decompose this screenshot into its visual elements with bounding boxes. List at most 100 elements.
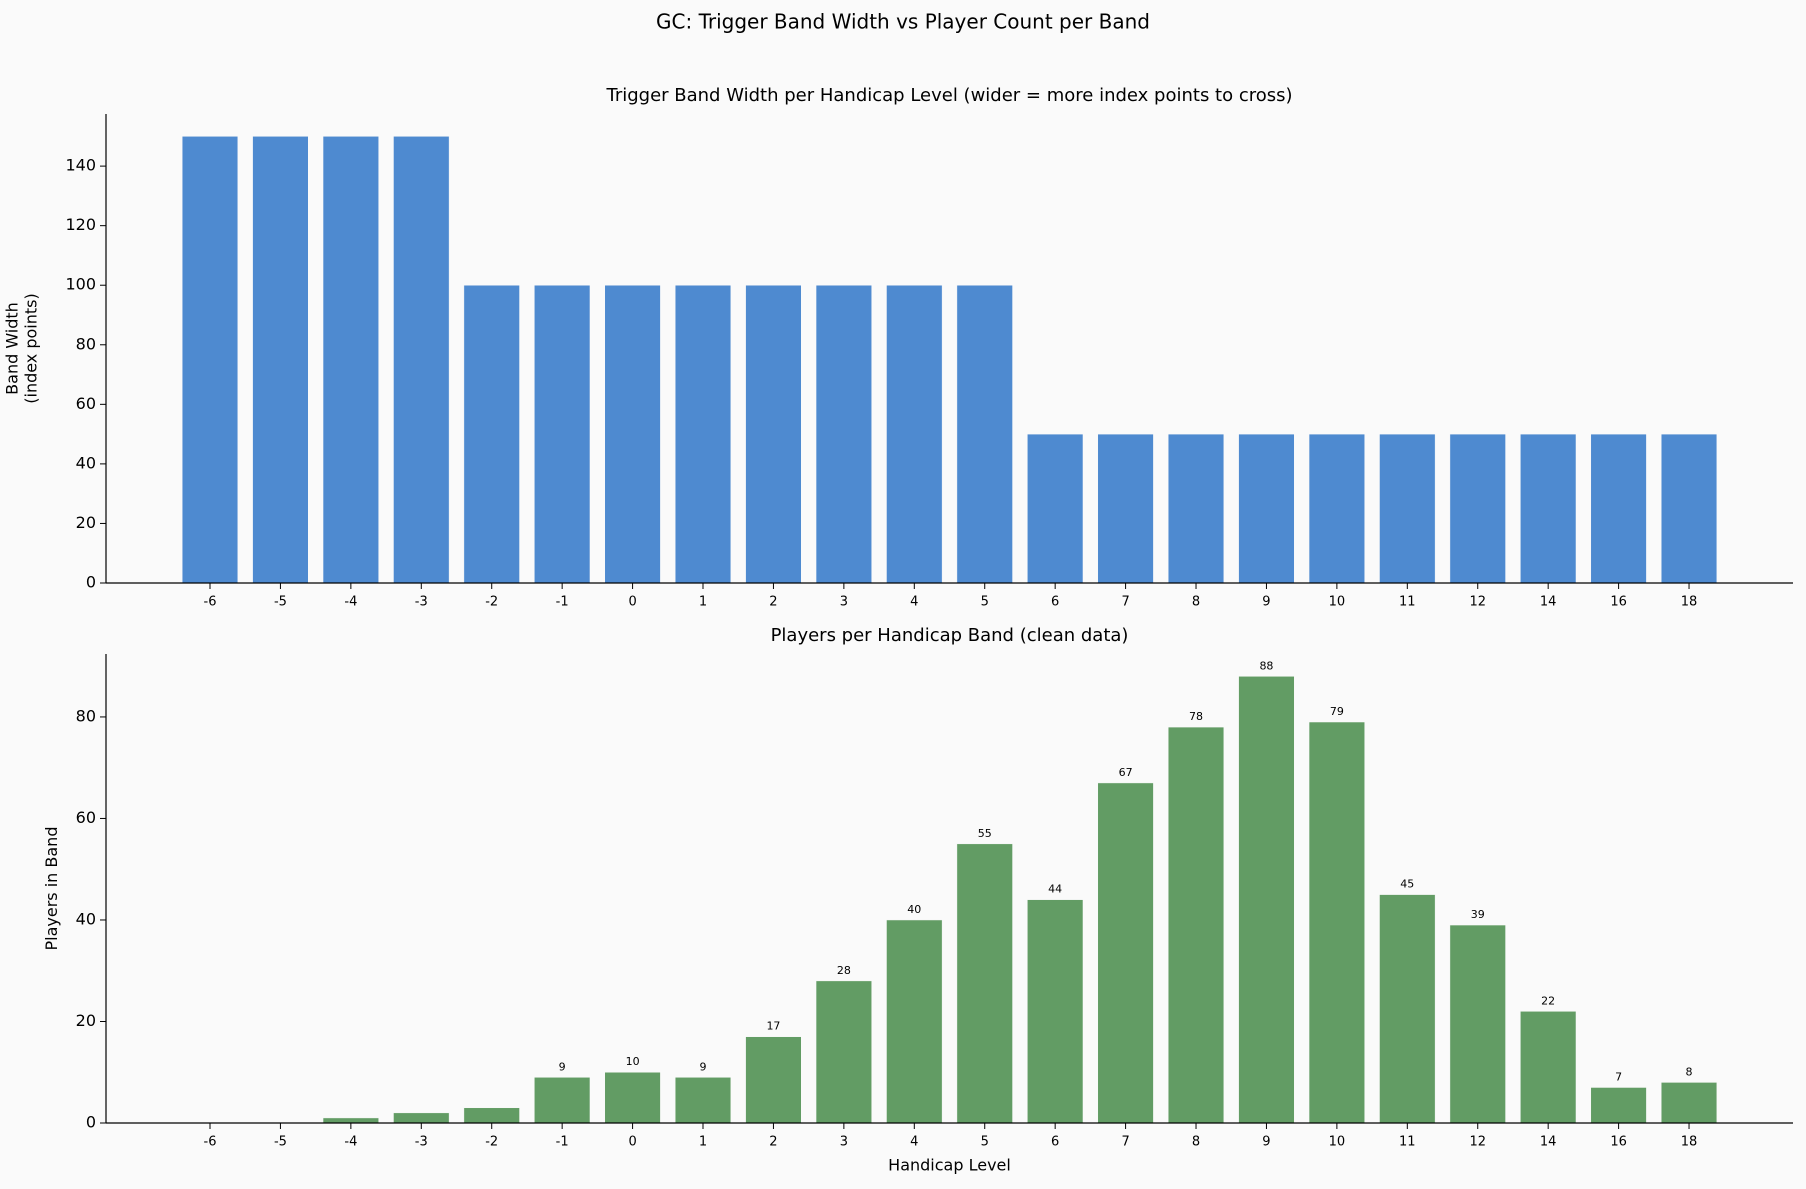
data-label: 17 bbox=[766, 1020, 780, 1033]
y-tick-label: 80 bbox=[76, 334, 96, 353]
bar bbox=[604, 284, 661, 584]
bar bbox=[1520, 1011, 1577, 1124]
x-tick-label: -1 bbox=[556, 1135, 569, 1150]
x-tick-label: 3 bbox=[840, 1135, 848, 1150]
bar bbox=[1379, 894, 1436, 1124]
x-tick-label: 4 bbox=[910, 1135, 918, 1150]
x-tick-label: 14 bbox=[1540, 595, 1557, 610]
x-tick-label: -3 bbox=[415, 595, 428, 610]
x-tick-label: 1 bbox=[699, 1135, 707, 1150]
x-tick-label: -4 bbox=[344, 1135, 357, 1150]
data-label: 39 bbox=[1471, 908, 1485, 921]
bar bbox=[1590, 433, 1647, 584]
x-tick-label: 5 bbox=[981, 1135, 989, 1150]
y-tick-label: 80 bbox=[76, 706, 96, 725]
x-tick-label: 10 bbox=[1329, 1135, 1346, 1150]
x-tick-label: 7 bbox=[1121, 1135, 1129, 1150]
figure-title: GC: Trigger Band Width vs Player Count p… bbox=[656, 10, 1150, 34]
data-label: 22 bbox=[1541, 994, 1555, 1007]
bar bbox=[1167, 433, 1225, 584]
x-tick-label: 8 bbox=[1192, 595, 1200, 610]
y-tick-label: 40 bbox=[76, 453, 96, 472]
bar bbox=[463, 284, 520, 584]
data-label: 44 bbox=[1048, 883, 1062, 896]
x-axis-label: Handicap Level bbox=[888, 1156, 1011, 1175]
bar bbox=[252, 136, 309, 584]
bar bbox=[1590, 1087, 1647, 1124]
x-tick-label: 4 bbox=[910, 595, 918, 610]
y-axis-label-line: Band Width bbox=[2, 302, 21, 395]
x-tick-label: 2 bbox=[769, 1135, 777, 1150]
y-tick-label: 120 bbox=[65, 215, 96, 234]
x-tick-label: 10 bbox=[1329, 595, 1346, 610]
bar bbox=[393, 136, 450, 584]
bar bbox=[1449, 433, 1506, 584]
x-tick-label: 2 bbox=[769, 595, 777, 610]
bar bbox=[1027, 433, 1084, 584]
bar bbox=[1449, 924, 1506, 1124]
bar bbox=[1167, 726, 1225, 1124]
bar bbox=[956, 843, 1013, 1124]
x-tick-label: 18 bbox=[1681, 1135, 1698, 1150]
bar bbox=[745, 1036, 802, 1124]
bar bbox=[1238, 433, 1295, 584]
bar bbox=[674, 284, 732, 584]
x-tick-label: -5 bbox=[274, 595, 287, 610]
x-tick-label: 1 bbox=[699, 595, 707, 610]
x-tick-label: -6 bbox=[204, 595, 217, 610]
data-label: 9 bbox=[700, 1060, 707, 1073]
x-tick-label: 12 bbox=[1469, 1135, 1486, 1150]
bar bbox=[1379, 433, 1436, 584]
bar bbox=[534, 1077, 591, 1124]
y-tick-label: 40 bbox=[76, 909, 96, 928]
bar bbox=[1097, 782, 1154, 1124]
y-tick-label: 100 bbox=[65, 275, 96, 294]
x-tick-label: 8 bbox=[1192, 1135, 1200, 1150]
y-axis-label-line: Players in Band bbox=[42, 827, 61, 951]
bar bbox=[181, 136, 239, 584]
x-tick-label: -4 bbox=[344, 595, 357, 610]
x-tick-label: 11 bbox=[1399, 595, 1416, 610]
y-tick-label: 20 bbox=[76, 513, 96, 532]
data-label: 10 bbox=[626, 1055, 640, 1068]
bar bbox=[463, 1107, 520, 1124]
bar bbox=[534, 284, 591, 584]
bar bbox=[1308, 721, 1365, 1124]
y-tick-label: 0 bbox=[86, 573, 96, 592]
data-label: 78 bbox=[1189, 710, 1203, 723]
y-tick-label: 140 bbox=[65, 156, 96, 175]
x-tick-label: 3 bbox=[840, 595, 848, 610]
data-label: 7 bbox=[1615, 1070, 1622, 1083]
x-tick-label: -5 bbox=[274, 1135, 287, 1150]
x-tick-label: 14 bbox=[1540, 1135, 1557, 1150]
data-label: 28 bbox=[837, 964, 851, 977]
y-axis-label-line: (index points) bbox=[21, 293, 40, 403]
chart-title: Trigger Band Width per Handicap Level (w… bbox=[605, 85, 1292, 106]
x-tick-label: 11 bbox=[1399, 1135, 1416, 1150]
x-tick-label: -2 bbox=[485, 595, 498, 610]
bar bbox=[886, 284, 943, 584]
data-label: 55 bbox=[978, 827, 992, 840]
x-tick-label: 0 bbox=[628, 1135, 636, 1150]
bar bbox=[604, 1071, 661, 1124]
data-label: 40 bbox=[907, 903, 921, 916]
bar bbox=[393, 1112, 450, 1124]
bar bbox=[815, 284, 872, 584]
y-tick-label: 60 bbox=[76, 808, 96, 827]
bar bbox=[322, 136, 379, 584]
x-tick-label: -1 bbox=[556, 595, 569, 610]
bar bbox=[1027, 899, 1084, 1124]
x-tick-label: 12 bbox=[1469, 595, 1486, 610]
x-tick-label: 9 bbox=[1262, 1135, 1270, 1150]
data-label: 8 bbox=[1686, 1065, 1693, 1078]
y-axis-label: Band Width(index points) bbox=[2, 293, 40, 403]
bar bbox=[815, 980, 872, 1124]
bar bbox=[956, 284, 1013, 584]
data-label: 45 bbox=[1400, 878, 1414, 891]
x-tick-label: 6 bbox=[1051, 1135, 1059, 1150]
data-label: 67 bbox=[1119, 766, 1133, 779]
bar bbox=[886, 919, 943, 1124]
data-label: 88 bbox=[1259, 659, 1273, 672]
y-tick-label: 60 bbox=[76, 394, 96, 413]
